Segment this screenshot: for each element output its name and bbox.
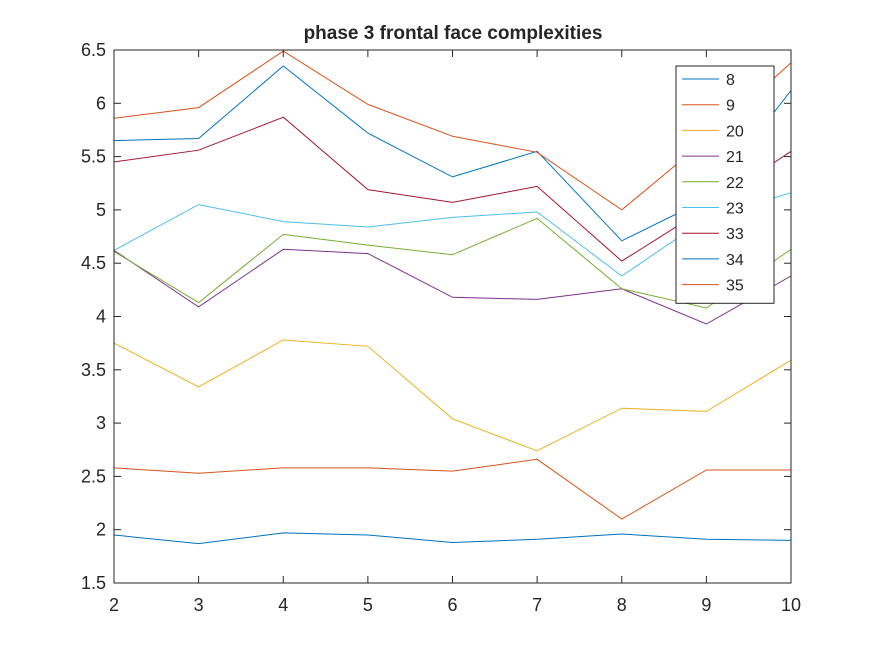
y-tick-label: 6.5: [81, 40, 106, 60]
x-tick-label: 4: [278, 595, 288, 615]
y-tick-label: 2.5: [81, 466, 106, 486]
y-tick-label: 3.5: [81, 360, 106, 380]
legend-box: [675, 65, 775, 304]
legend-label-23: 23: [726, 201, 744, 218]
series-line-9: [113, 458, 791, 520]
y-tick-label: 2: [96, 520, 106, 540]
x-tick-label: 6: [447, 595, 457, 615]
y-axis: 1.5 2 2.5 3 3.5 4 4.5 5 5.5 6 6.5: [81, 40, 791, 593]
legend-label-33: 33: [726, 226, 744, 243]
legend: 8 9 20 21 22 23 33 34 35: [675, 65, 775, 304]
y-tick-label: 4.5: [81, 253, 106, 273]
legend-label-21: 21: [726, 149, 744, 166]
legend-label-20: 20: [726, 123, 744, 140]
x-tick-label: 7: [532, 595, 542, 615]
x-tick-label: 2: [109, 595, 119, 615]
series-line-20: [113, 339, 792, 452]
x-tick-label: 3: [194, 595, 204, 615]
x-tick-label: 8: [617, 595, 627, 615]
legend-label-22: 22: [726, 175, 744, 192]
series-line-8: [113, 532, 792, 545]
y-tick-label: 5: [96, 200, 106, 220]
legend-label-8: 8: [726, 72, 735, 89]
x-tick-label: 10: [781, 595, 801, 615]
legend-label-35: 35: [726, 278, 744, 295]
y-tick-label: 6: [96, 93, 106, 113]
y-tick-label: 5.5: [81, 147, 106, 167]
y-tick-label: 1.5: [81, 573, 106, 593]
legend-label-34: 34: [726, 252, 744, 269]
chart-title: phase 3 frontal face complexities: [304, 23, 603, 44]
x-tick-label: 5: [363, 595, 373, 615]
legend-label-9: 9: [726, 98, 735, 115]
x-axis: 2 3 4 5 6 7 8 9 10: [109, 50, 801, 615]
y-tick-label: 4: [96, 307, 106, 327]
y-tick-label: 3: [96, 413, 106, 433]
x-tick-label: 9: [701, 595, 711, 615]
series-line-21: [113, 248, 792, 325]
